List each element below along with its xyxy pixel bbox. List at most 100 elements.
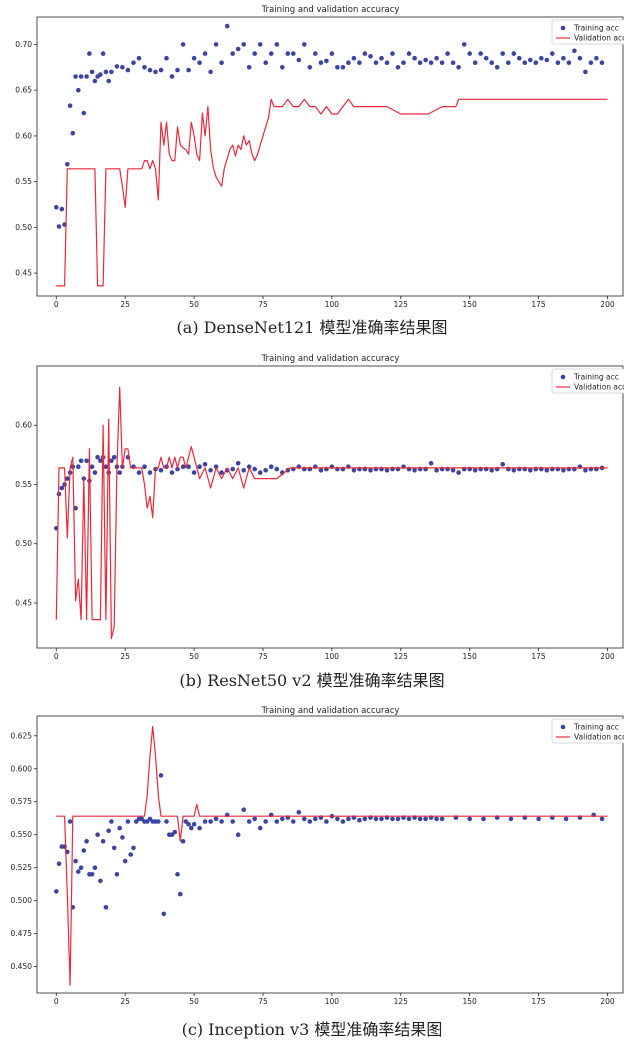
chart-c-svg: Training and validation accuracy 0 25 50 75 1… <box>11 706 624 1006</box>
training-acc-point <box>54 889 59 894</box>
training-acc-point <box>561 468 566 473</box>
training-acc-point <box>213 42 219 47</box>
training-acc-point <box>230 51 235 56</box>
x-tick-label: 150 <box>463 652 478 661</box>
training-acc-point <box>280 816 285 822</box>
training-acc-point <box>142 65 147 70</box>
training-acc-point <box>89 69 95 75</box>
chart-title: Training and validation accuracy <box>261 706 400 716</box>
training-acc-point <box>544 468 550 473</box>
y-tick-label: 0.60 <box>15 421 32 430</box>
x-tick-label: 150 <box>463 997 478 1006</box>
training-acc-point <box>219 470 224 475</box>
training-acc-point <box>197 464 202 469</box>
training-acc-point <box>563 816 569 822</box>
training-acc-point <box>213 816 219 822</box>
training-acc-point <box>164 819 169 824</box>
training-acc-point <box>428 60 434 65</box>
training-acc-point <box>390 51 395 56</box>
training-acc-point <box>252 466 257 472</box>
training-acc-point <box>506 60 511 65</box>
training-acc-point <box>103 69 109 75</box>
training-acc-point <box>186 821 191 827</box>
training-acc-point <box>89 464 95 469</box>
training-acc-point <box>434 468 439 473</box>
training-acc-point <box>406 51 412 56</box>
training-acc-point <box>373 60 379 65</box>
y-tick-label: 0.500 <box>11 896 33 905</box>
plot-area <box>54 386 608 640</box>
y-tick-label: 0.625 <box>11 731 33 740</box>
training-acc-point <box>73 74 78 79</box>
training-acc-point <box>594 55 599 61</box>
x-tick-label: 175 <box>531 300 546 309</box>
training-acc-point <box>246 819 252 824</box>
training-acc-point <box>114 64 120 69</box>
plot-area <box>54 23 608 287</box>
training-acc-point <box>536 816 541 822</box>
training-acc-point <box>522 60 528 65</box>
training-acc-point <box>478 51 484 56</box>
training-acc-point <box>263 819 269 824</box>
x-tick-label: 100 <box>325 652 340 661</box>
training-acc-point <box>555 60 561 65</box>
training-acc-point <box>318 60 324 65</box>
training-acc-point <box>153 69 158 75</box>
training-acc-point <box>472 60 478 65</box>
training-acc-point <box>439 816 445 822</box>
y-tick-label: 0.525 <box>11 863 33 872</box>
training-acc-point <box>252 51 257 56</box>
training-acc-point <box>291 51 296 56</box>
x-tick-label: 50 <box>189 997 199 1006</box>
training-acc-point <box>280 65 285 70</box>
training-acc-point <box>423 816 428 822</box>
training-acc-point <box>599 60 605 65</box>
training-acc-point <box>550 51 555 56</box>
x-tick-label: 0 <box>54 300 59 309</box>
y-tick-label: 0.45 <box>15 269 32 278</box>
x-tick-label: 50 <box>189 300 199 309</box>
training-acc-point <box>100 51 106 56</box>
training-acc-point <box>98 458 103 464</box>
training-acc-point <box>395 65 401 70</box>
validation-acc-line <box>56 726 608 986</box>
plot-frame <box>36 16 624 297</box>
x-tick-label: 25 <box>120 997 130 1006</box>
training-acc-point <box>461 42 467 47</box>
training-acc-point <box>235 832 241 837</box>
training-acc-point <box>561 55 566 61</box>
training-acc-point <box>263 468 269 473</box>
training-acc-point <box>76 87 81 93</box>
training-acc-point <box>511 51 517 56</box>
training-acc-point <box>241 468 246 473</box>
training-acc-point <box>401 60 406 65</box>
training-acc-point <box>120 65 125 70</box>
training-acc-point <box>219 819 224 824</box>
training-acc-point <box>122 858 128 864</box>
training-acc-point <box>56 224 62 229</box>
training-acc-point <box>489 468 495 473</box>
x-tick-label: 200 <box>600 300 615 309</box>
training-acc-point <box>428 460 434 466</box>
training-acc-point <box>577 55 583 61</box>
chart-title: Training and validation accuracy <box>261 5 400 15</box>
training-acc-point <box>136 470 142 475</box>
training-acc-point <box>302 816 307 822</box>
training-acc-point <box>472 468 478 473</box>
training-acc-point <box>76 464 81 469</box>
training-acc-point <box>307 819 313 824</box>
training-acc-point <box>169 470 175 475</box>
training-acc-point <box>73 858 78 864</box>
x-tick-label: 100 <box>325 300 340 309</box>
training-acc-point <box>252 816 257 822</box>
legend-box <box>551 368 624 394</box>
training-acc-point <box>445 51 450 56</box>
training-acc-point <box>180 464 186 469</box>
training-acc-point <box>78 458 84 464</box>
training-acc-point <box>125 67 131 73</box>
plot-frame <box>36 715 624 994</box>
training-acc-point <box>81 110 87 116</box>
training-acc-point <box>357 60 362 65</box>
x-tick-label: 175 <box>531 997 546 1006</box>
training-acc-point <box>268 464 274 469</box>
